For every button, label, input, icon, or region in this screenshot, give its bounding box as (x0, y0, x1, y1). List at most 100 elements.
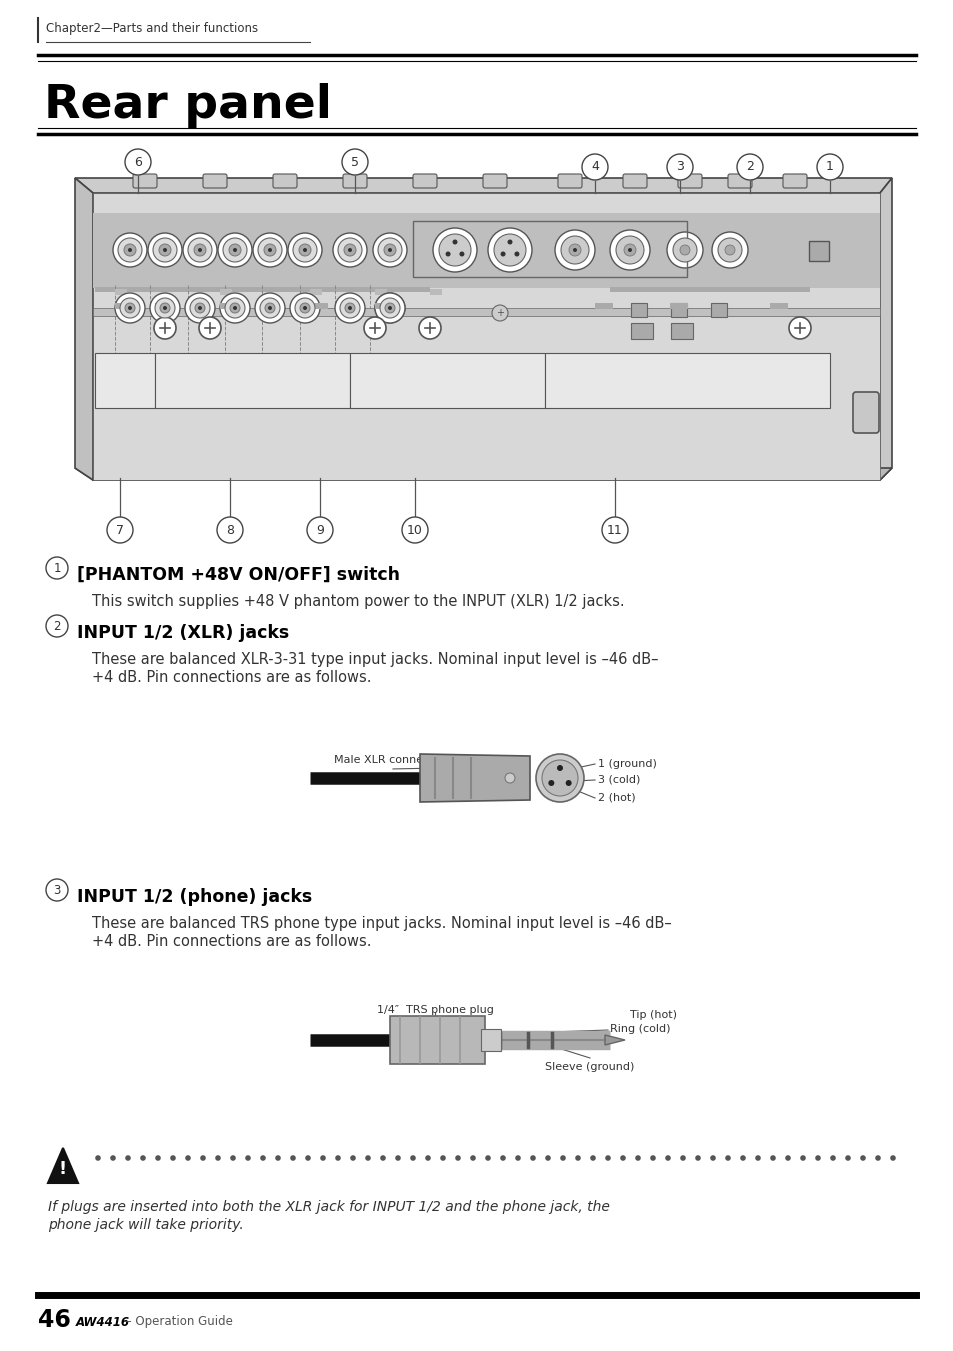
FancyBboxPatch shape (310, 303, 328, 309)
Text: 5: 5 (351, 155, 358, 169)
Circle shape (623, 245, 636, 255)
FancyBboxPatch shape (310, 289, 322, 295)
Circle shape (499, 1155, 505, 1161)
Text: +4 dB. Pin connections are as follows.: +4 dB. Pin connections are as follows. (91, 670, 371, 685)
Circle shape (107, 517, 132, 543)
Circle shape (153, 317, 175, 339)
Circle shape (816, 154, 842, 180)
Circle shape (148, 232, 182, 267)
FancyBboxPatch shape (220, 303, 237, 309)
Text: 2 (hot): 2 (hot) (598, 793, 635, 802)
Circle shape (95, 1155, 101, 1161)
Circle shape (290, 293, 319, 323)
Text: 9: 9 (315, 523, 324, 536)
Circle shape (333, 232, 367, 267)
Circle shape (125, 149, 151, 176)
Circle shape (548, 780, 554, 786)
Circle shape (373, 232, 407, 267)
Text: INPUT 1/2 (phone) jacks: INPUT 1/2 (phone) jacks (77, 888, 312, 907)
FancyBboxPatch shape (343, 174, 367, 188)
Circle shape (115, 293, 145, 323)
Circle shape (305, 1155, 311, 1161)
Circle shape (303, 249, 307, 253)
Text: 2: 2 (745, 161, 753, 173)
FancyBboxPatch shape (622, 174, 646, 188)
FancyBboxPatch shape (669, 303, 687, 309)
Circle shape (128, 249, 132, 253)
Circle shape (740, 1155, 745, 1161)
Circle shape (194, 303, 205, 313)
Circle shape (375, 293, 405, 323)
Circle shape (188, 238, 212, 262)
Circle shape (46, 557, 68, 580)
Polygon shape (95, 353, 154, 408)
Polygon shape (75, 178, 891, 193)
Circle shape (337, 238, 361, 262)
Text: [PHANTOM +48V ON/OFF] switch: [PHANTOM +48V ON/OFF] switch (77, 566, 399, 584)
Circle shape (364, 317, 386, 339)
Text: phone jack will take priority.: phone jack will take priority. (48, 1219, 244, 1232)
Circle shape (290, 1155, 295, 1161)
FancyBboxPatch shape (558, 174, 581, 188)
Circle shape (769, 1155, 775, 1161)
Circle shape (233, 249, 236, 253)
Circle shape (507, 239, 512, 245)
Circle shape (380, 1155, 385, 1161)
Circle shape (375, 293, 405, 323)
Circle shape (494, 234, 525, 266)
Text: 3: 3 (676, 161, 683, 173)
Circle shape (815, 1155, 820, 1161)
Text: These are balanced TRS phone type input jacks. Nominal input level is –46 dB–: These are balanced TRS phone type input … (91, 916, 671, 931)
Circle shape (152, 238, 177, 262)
Circle shape (679, 245, 689, 255)
Text: – Operation Guide: – Operation Guide (122, 1316, 233, 1328)
Circle shape (604, 1155, 610, 1161)
Circle shape (163, 305, 167, 309)
Text: These are balanced XLR-3-31 type input jacks. Nominal input level is –46 dB–: These are balanced XLR-3-31 type input j… (91, 653, 658, 667)
Circle shape (112, 232, 147, 267)
Circle shape (200, 1155, 206, 1161)
Circle shape (695, 1155, 700, 1161)
FancyBboxPatch shape (595, 303, 613, 309)
Circle shape (573, 249, 577, 253)
Circle shape (616, 236, 643, 263)
Circle shape (555, 230, 595, 270)
FancyBboxPatch shape (727, 174, 751, 188)
Circle shape (125, 1155, 131, 1161)
Circle shape (650, 1155, 655, 1161)
Circle shape (307, 517, 333, 543)
Polygon shape (879, 178, 891, 480)
Circle shape (385, 303, 395, 313)
Circle shape (724, 245, 734, 255)
Circle shape (154, 299, 174, 317)
FancyBboxPatch shape (670, 303, 686, 317)
Polygon shape (544, 353, 829, 408)
Circle shape (124, 245, 136, 255)
Circle shape (199, 317, 221, 339)
FancyBboxPatch shape (375, 289, 387, 295)
Circle shape (666, 154, 692, 180)
Circle shape (268, 305, 272, 309)
Circle shape (829, 1155, 835, 1161)
Circle shape (260, 299, 280, 317)
Text: AW4416: AW4416 (76, 1316, 130, 1328)
Circle shape (223, 238, 247, 262)
Circle shape (601, 517, 627, 543)
Circle shape (335, 293, 365, 323)
Polygon shape (95, 286, 430, 292)
Circle shape (439, 1155, 445, 1161)
Polygon shape (350, 353, 544, 408)
Circle shape (170, 1155, 175, 1161)
Circle shape (339, 299, 359, 317)
Circle shape (514, 251, 518, 257)
Circle shape (344, 245, 355, 255)
Circle shape (163, 249, 167, 253)
Circle shape (265, 303, 274, 313)
Circle shape (254, 293, 285, 323)
Circle shape (559, 1155, 565, 1161)
FancyBboxPatch shape (482, 174, 506, 188)
Circle shape (784, 1155, 790, 1161)
FancyBboxPatch shape (413, 174, 436, 188)
Circle shape (575, 1155, 580, 1161)
Circle shape (452, 239, 457, 245)
